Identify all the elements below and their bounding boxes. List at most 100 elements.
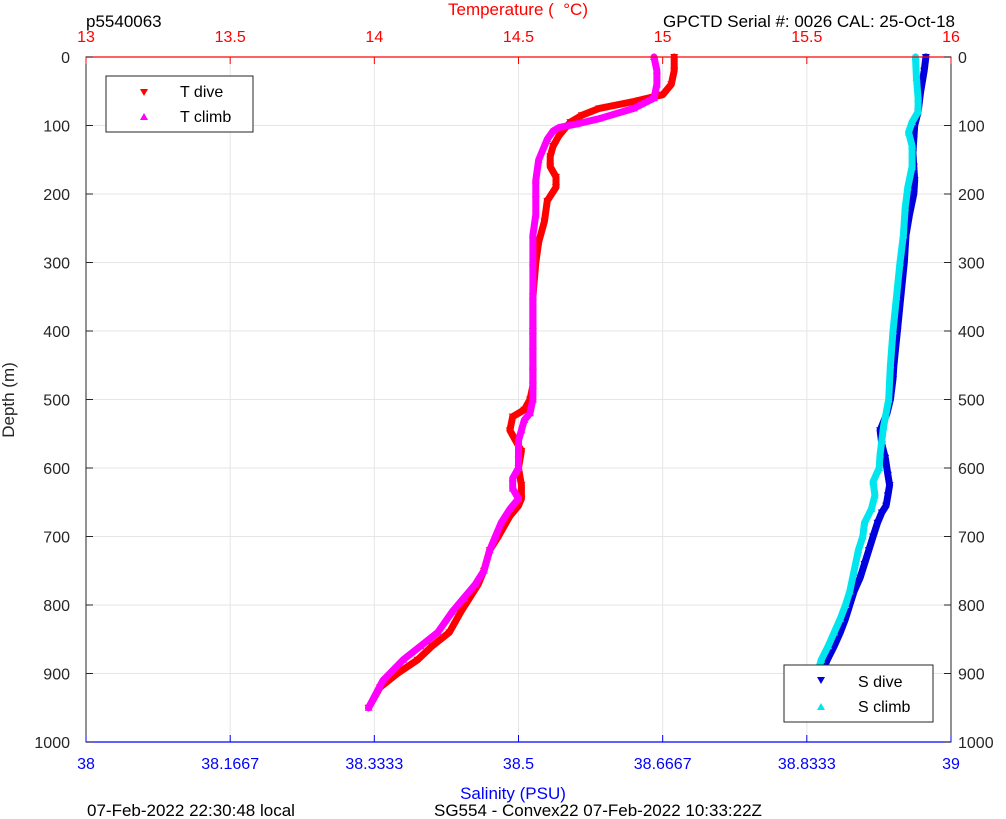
t-climb-point <box>479 566 488 574</box>
salinity-tick-label: 38.5 <box>503 756 534 773</box>
t-climb-point <box>528 231 537 239</box>
s-climb-point <box>908 162 917 170</box>
depth-tick-label-left: 400 <box>43 324 70 341</box>
t-dive-point <box>670 67 679 75</box>
depth-tick-label-left: 800 <box>43 598 70 615</box>
t-climb-point <box>528 258 537 266</box>
s-dive-point <box>909 191 918 198</box>
t-climb-point <box>543 135 552 143</box>
t-dive-point <box>546 153 555 161</box>
t-climb-point <box>572 120 581 128</box>
temperature-tick-label: 14.5 <box>503 29 534 46</box>
depth-tick-label-right: 400 <box>958 324 985 341</box>
s-dive-point <box>869 533 878 541</box>
axes: 13 13.5 14 14.5 15 15.5 16 38 38.1667 38.3333 38.5… <box>34 29 993 773</box>
depth-tick-label-right: 700 <box>958 530 985 547</box>
data-points <box>364 53 930 712</box>
salinity-tick-label: 38.8333 <box>778 756 836 773</box>
t-climb-point <box>528 292 537 300</box>
t-dive-trace <box>365 53 678 712</box>
salinity-tick-label: 38.6667 <box>634 756 692 773</box>
t-dive-point <box>445 629 454 637</box>
s-climb-point <box>858 532 867 540</box>
depth-axis-title: Depth (m) <box>0 362 18 438</box>
t-climb-point <box>517 426 526 434</box>
s-climb-point <box>841 601 850 608</box>
legend-salinity: S dive S climb <box>783 664 934 723</box>
s-climb-point <box>830 628 839 636</box>
t-dive-point <box>517 482 526 490</box>
t-climb-point <box>652 66 661 74</box>
s-climb-point <box>884 395 893 403</box>
s-dive-point <box>860 560 869 568</box>
salinity-tick-label: 38.1667 <box>201 756 259 773</box>
t-climb-point <box>629 104 638 112</box>
t-climb-point <box>650 94 659 102</box>
t-dive-point <box>508 413 517 421</box>
t-dive-point <box>534 238 543 246</box>
t-climb-point <box>531 210 540 218</box>
temperature-tick-label: 14 <box>365 29 383 46</box>
depth-tick-label-left: 0 <box>61 50 70 67</box>
t-climb-point <box>531 190 540 197</box>
t-climb-point <box>497 518 506 526</box>
t-dive-point <box>520 406 529 414</box>
t-dive-point <box>413 656 422 664</box>
t-dive-point <box>554 132 563 140</box>
t-dive-point <box>551 173 560 181</box>
s-dive-point <box>885 482 894 490</box>
t-climb-point <box>554 123 563 131</box>
t-climb-point <box>491 532 500 540</box>
s-dive-point <box>883 471 892 479</box>
legend-s-dive-marker <box>817 677 825 684</box>
legend-t-dive-label: T dive <box>180 84 223 101</box>
salinity-tick-label: 38.3333 <box>345 756 403 773</box>
s-climb-point <box>892 292 901 300</box>
s-climb-point <box>879 422 888 430</box>
t-dive-point <box>456 608 465 616</box>
s-dive-point <box>920 67 929 75</box>
s-climb-point <box>903 183 912 191</box>
temperature-tick-label: 13.5 <box>215 29 246 46</box>
s-climb-point <box>908 142 917 150</box>
legend-s-climb-marker <box>817 703 825 710</box>
temperature-tick-label: 15 <box>654 29 672 46</box>
legend-salinity-box <box>783 664 934 723</box>
salinity-axis-title: Salinity (PSU) <box>460 784 566 803</box>
depth-tick-label-left: 100 <box>43 119 70 136</box>
s-climb-point <box>877 436 886 444</box>
s-climb-point <box>867 505 876 513</box>
s-climb-point <box>908 118 917 126</box>
t-climb-point <box>508 474 517 482</box>
t-climb-point <box>531 176 540 184</box>
s-climb-point <box>904 128 913 136</box>
depth-tick-label-left: 700 <box>43 530 70 547</box>
t-dive-point <box>543 197 552 205</box>
t-climb-point <box>652 80 661 88</box>
legend-s-climb-label: S climb <box>858 699 911 716</box>
s-dive-point <box>856 574 865 582</box>
dive-id-label: p5540063 <box>86 12 162 31</box>
salinity-tick-label: 39 <box>942 756 960 773</box>
t-climb-point <box>485 546 494 554</box>
depth-tick-label-left: 1000 <box>34 735 70 752</box>
s-climb-point <box>895 258 904 266</box>
s-dive-point <box>877 509 886 517</box>
s-climb-point <box>836 614 845 622</box>
s-climb-point <box>901 203 910 211</box>
s-climb-point <box>869 477 878 485</box>
legend-t-dive-marker <box>140 89 148 96</box>
depth-tick-label-right: 300 <box>958 256 985 273</box>
t-climb-point <box>471 580 480 588</box>
s-dive-point <box>864 547 873 555</box>
temperature-tick-label: 13 <box>77 29 95 46</box>
s-climb-point <box>824 642 833 650</box>
depth-tick-label-left: 300 <box>43 256 70 273</box>
depth-tick-label-right: 600 <box>958 461 985 478</box>
t-climb-point <box>364 703 373 711</box>
s-climb-trace <box>809 53 922 712</box>
s-climb-point <box>850 566 859 574</box>
t-climb-point <box>526 409 535 417</box>
